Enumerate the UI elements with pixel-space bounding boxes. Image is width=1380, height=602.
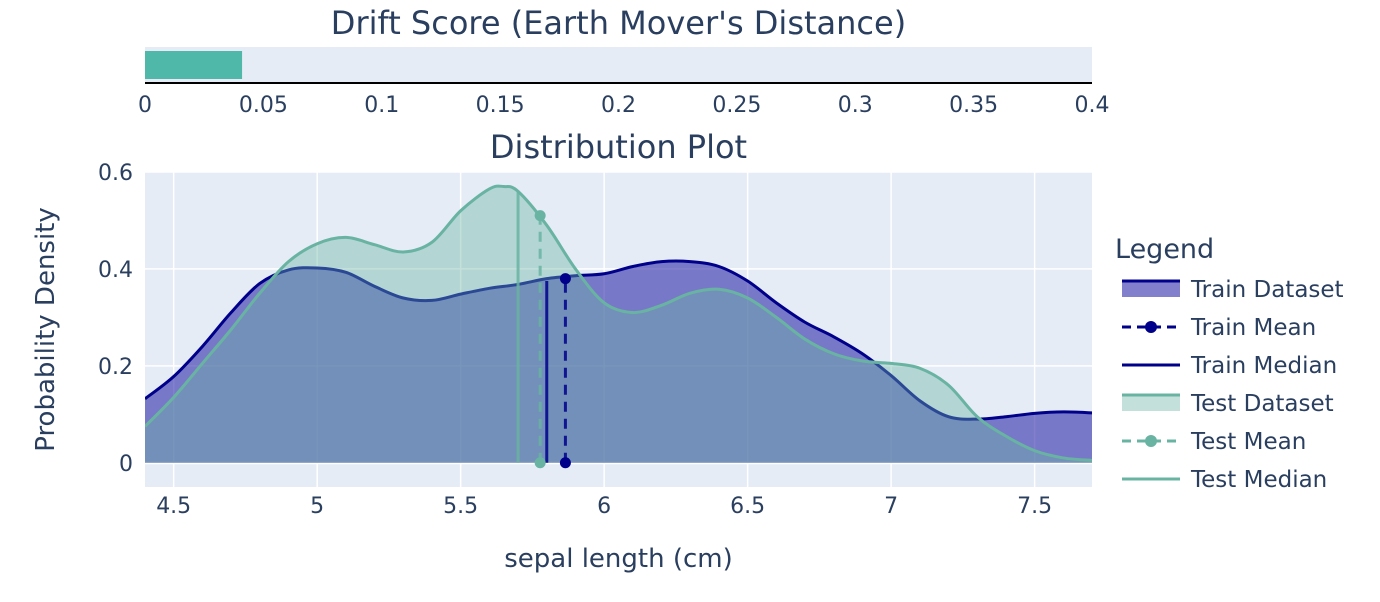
test-mean-bottom-marker	[534, 457, 546, 469]
drift-x-tick-label: 0.1	[364, 93, 399, 118]
legend-label: Train Mean	[1190, 315, 1316, 341]
test-mean-top-marker	[534, 210, 546, 222]
drift-plot-background	[145, 47, 1092, 83]
test-dataset-line	[145, 184, 1092, 462]
legend-label: Test Dataset	[1190, 391, 1334, 417]
drift-x-tick-label: 0.2	[601, 93, 636, 118]
drift-x-tick-label: 0.4	[1075, 93, 1110, 118]
legend-label: Test Median	[1190, 467, 1327, 493]
drift-x-tick-label: 0	[138, 93, 152, 118]
y-tick-label: 0	[119, 452, 133, 477]
drift-x-tick-label: 0.3	[838, 93, 873, 118]
drift-score-bar	[145, 51, 243, 79]
x-tick-label: 5	[310, 494, 324, 519]
train-dataset-area	[145, 261, 1092, 463]
x-tick-label: 6	[597, 494, 611, 519]
drift-x-tick-label: 0.25	[712, 93, 761, 118]
legend-item-test-dataset: Test Dataset	[1122, 391, 1334, 417]
drift-x-tick-label: 0.05	[239, 93, 288, 118]
legend-swatch	[1122, 395, 1180, 411]
drift-x-tick-label: 0.35	[949, 93, 998, 118]
x-tick-label: 6.5	[730, 494, 765, 519]
drift-title: Drift Score (Earth Mover's Distance)	[331, 4, 906, 42]
train-mean-bottom-marker	[559, 457, 571, 469]
test-dataset-area	[145, 186, 1092, 463]
legend-item-train-dataset: Train Dataset	[1122, 277, 1344, 303]
x-tick-label: 5.5	[443, 494, 478, 519]
legend-item-train-mean: Train Mean	[1122, 315, 1316, 341]
distribution-title: Distribution Plot	[490, 128, 747, 166]
legend-swatch-marker	[1145, 435, 1157, 447]
legend-label: Train Median	[1190, 353, 1337, 379]
legend-item-test-median: Test Median	[1122, 467, 1327, 493]
drift-x-tick-label: 0.15	[476, 93, 525, 118]
legend-title: Legend	[1115, 234, 1214, 265]
x-tick-label: 4.5	[156, 494, 191, 519]
y-axis-title: Probability Density	[31, 207, 61, 452]
legend-item-test-mean: Test Mean	[1122, 429, 1306, 455]
legend-swatch-marker	[1145, 321, 1157, 333]
y-tick-label: 0.6	[98, 161, 133, 186]
plot-area	[145, 184, 1092, 469]
legend-item-train-median: Train Median	[1122, 353, 1337, 379]
x-axis-title: sepal length (cm)	[504, 544, 733, 574]
train-dataset-line	[145, 259, 1092, 421]
legend-label: Train Dataset	[1190, 277, 1344, 303]
legend-label: Test Mean	[1190, 429, 1306, 455]
train-mean-top-marker	[559, 273, 571, 285]
legend-swatch	[1122, 281, 1180, 297]
x-tick-label: 7	[884, 494, 898, 519]
y-tick-label: 0.2	[98, 355, 133, 380]
x-tick-label: 7.5	[1017, 494, 1052, 519]
y-tick-label: 0.4	[98, 258, 133, 283]
